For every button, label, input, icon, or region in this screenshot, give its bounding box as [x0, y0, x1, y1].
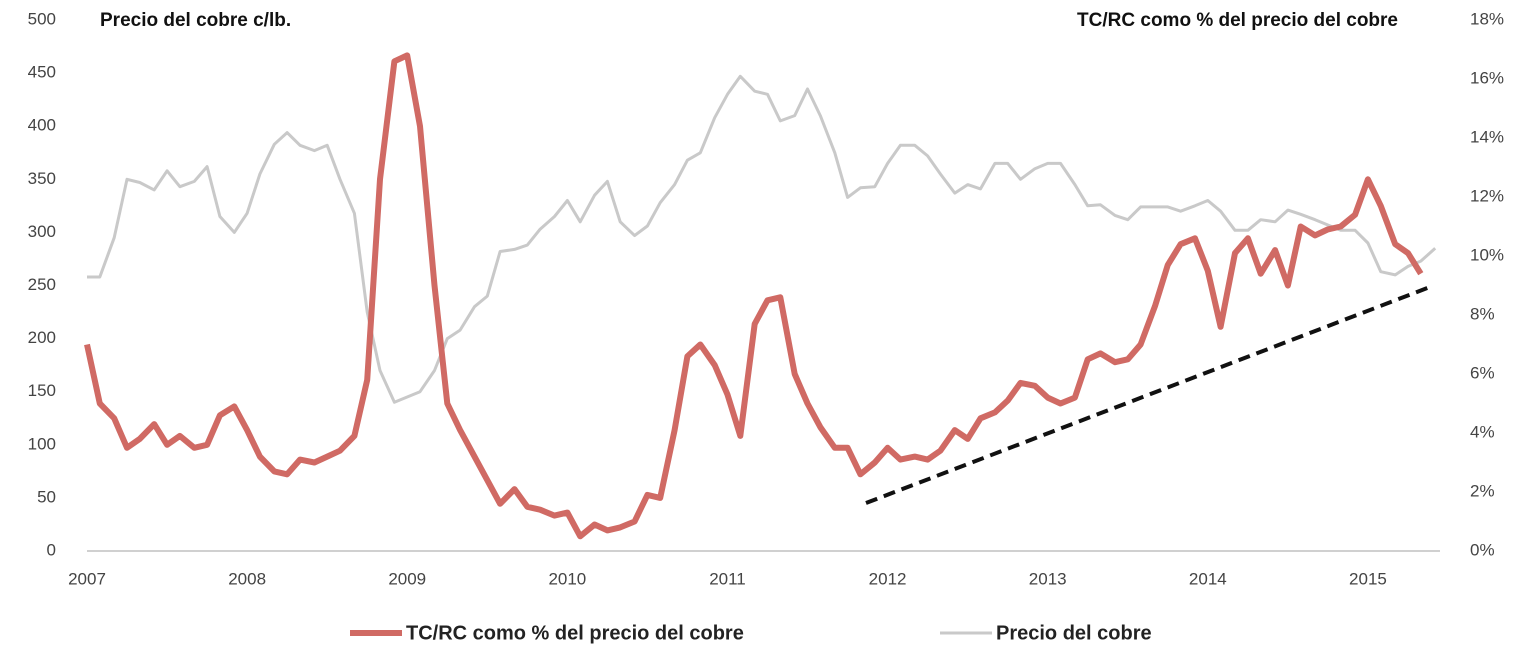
- y2-tick-label: 18%: [1470, 9, 1504, 28]
- x-tick-label: 2011: [709, 569, 746, 588]
- x-tick-label: 2010: [548, 569, 586, 588]
- y-tick-label: 350: [28, 169, 56, 188]
- y2-axis-title: TC/RC como % del precio del cobre: [1077, 10, 1398, 31]
- y2-tick-label: 16%: [1470, 68, 1504, 87]
- y-tick-label: 300: [28, 222, 56, 241]
- x-tick-label: 2014: [1189, 569, 1227, 588]
- y-tick-label: 0: [47, 540, 56, 559]
- legend-label: TC/RC como % del precio del cobre: [406, 622, 744, 644]
- x-tick-label: 2009: [388, 569, 426, 588]
- y-tick-label: 200: [28, 328, 56, 347]
- y2-tick-label: 8%: [1470, 304, 1495, 323]
- y-tick-label: 250: [28, 275, 56, 294]
- x-tick-label: 2013: [1029, 569, 1067, 588]
- y-axis-title: Precio del cobre c/lb.: [100, 10, 291, 31]
- series-line: [87, 74, 1437, 404]
- y-tick-label: 50: [37, 487, 56, 506]
- x-tick-label: 2007: [68, 569, 106, 588]
- x-tick-label: 2015: [1349, 569, 1387, 588]
- y-tick-label: 100: [28, 434, 56, 453]
- y2-tick-label: 12%: [1470, 186, 1504, 205]
- y2-tick-label: 6%: [1470, 363, 1495, 382]
- y2-tick-label: 10%: [1470, 245, 1504, 264]
- trend-line: [865, 285, 1431, 505]
- x-tick-label: 2008: [228, 569, 266, 588]
- y-tick-label: 400: [28, 116, 56, 135]
- y2-tick-label: 2%: [1470, 481, 1495, 500]
- y-tick-label: 150: [28, 381, 56, 400]
- y2-tick-label: 4%: [1470, 422, 1495, 441]
- legend-label: Precio del cobre: [996, 622, 1152, 644]
- y2-tick-label: 14%: [1470, 127, 1504, 146]
- y-tick-label: 500: [28, 9, 56, 28]
- x-tick-label: 2012: [869, 569, 907, 588]
- y2-tick-label: 0%: [1470, 540, 1495, 559]
- series-line: [84, 52, 1424, 540]
- y-tick-label: 450: [28, 63, 56, 82]
